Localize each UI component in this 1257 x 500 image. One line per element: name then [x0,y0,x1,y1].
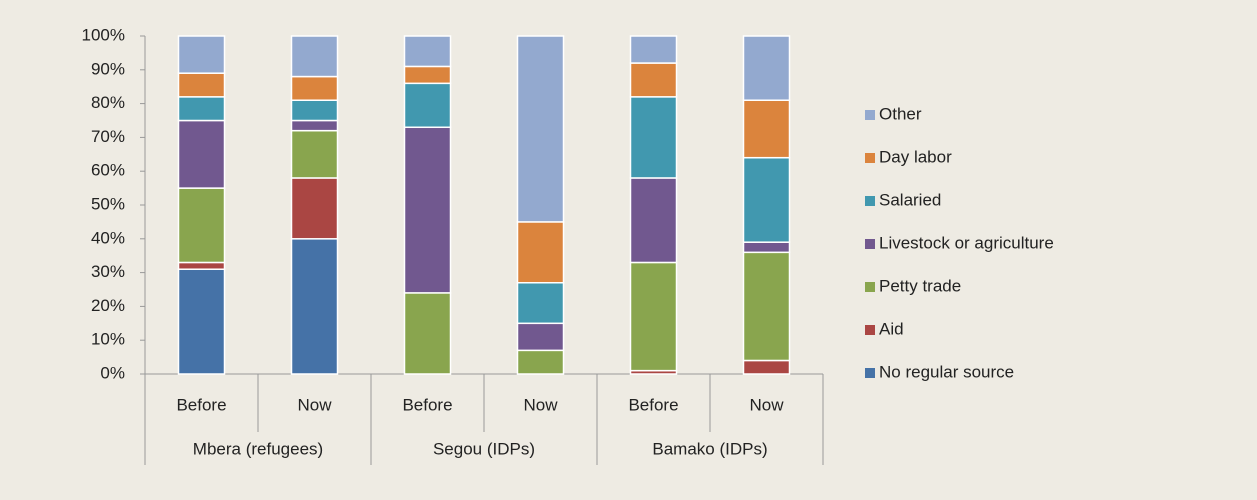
bar-segment [290,75,339,101]
x-tick-label: Before [628,395,678,414]
legend-swatch [865,282,875,292]
bar-segment [403,82,452,129]
group-label: Mbera (refugees) [193,439,323,458]
legend-label: Livestock or agriculture [879,233,1054,252]
y-tick-label: 50% [91,194,125,213]
group-label: Bamako (IDPs) [652,439,767,458]
y-tick-label: 90% [91,59,125,78]
legend-label: Salaried [879,190,941,209]
legend-label: Other [879,104,922,123]
x-tick-label: Now [297,395,332,414]
bar-segment [629,62,678,98]
y-tick-label: 60% [91,161,125,180]
bar-segment [742,156,791,243]
legend-swatch [865,239,875,249]
bar-segment [290,99,339,122]
y-tick-label: 30% [91,262,125,281]
legend-swatch [865,110,875,120]
bar-segment [177,187,226,264]
bar-segment [177,96,226,122]
bar-segment [742,35,791,101]
legend-label: Day labor [879,147,952,166]
x-tick-label: Before [176,395,226,414]
bar-segment [290,35,339,78]
bar-segment [177,268,226,375]
legend-swatch [865,196,875,206]
bar-segment [403,65,452,85]
bar-segment [516,281,565,325]
bar-segment [403,35,452,68]
bar-segment [516,35,565,223]
bar-segment [177,261,226,270]
bar-segment [290,129,339,179]
bar-segment [629,177,678,264]
bar-segment [629,35,678,64]
bar-segment [629,96,678,179]
legend-swatch [865,153,875,163]
bar-segment [742,251,791,362]
x-tick-label: Now [749,395,784,414]
bar-segment [516,349,565,375]
x-tick-label: Before [402,395,452,414]
y-tick-label: 0% [100,363,125,382]
bar-segment [742,99,791,159]
legend-label: Aid [879,319,904,338]
bar-segment [177,72,226,98]
legend-swatch [865,368,875,378]
y-tick-label: 20% [91,296,125,315]
bar-segment [516,322,565,352]
bar-segment [290,177,339,240]
bar-segment [516,221,565,284]
bar-segment [742,241,791,254]
bar-segment [629,261,678,372]
bar-segment [403,292,452,375]
bar-segment [290,238,339,375]
bar-segment [742,359,791,375]
y-tick-label: 100% [82,25,125,44]
y-tick-label: 10% [91,330,125,349]
y-tick-label: 40% [91,228,125,247]
group-label: Segou (IDPs) [433,439,535,458]
bar-segment [177,119,226,189]
y-tick-label: 70% [91,127,125,146]
x-tick-label: Now [523,395,558,414]
bar-segment [403,126,452,294]
legend-label: No regular source [879,362,1014,381]
bar-segment [290,119,339,132]
legend-swatch [865,325,875,335]
bar-segment [177,35,226,74]
y-tick-label: 80% [91,93,125,112]
legend-label: Petty trade [879,276,961,295]
